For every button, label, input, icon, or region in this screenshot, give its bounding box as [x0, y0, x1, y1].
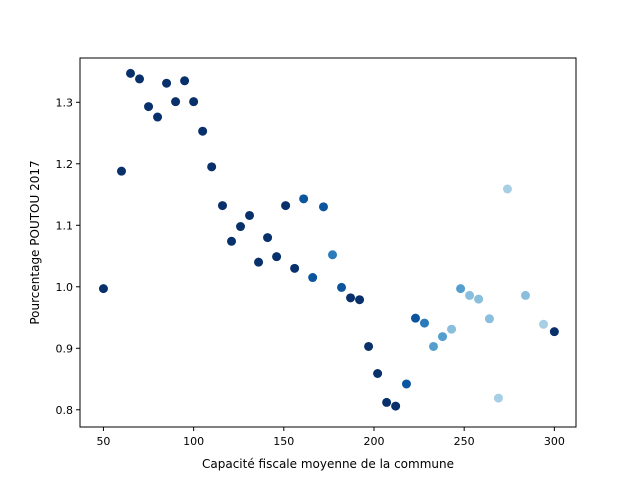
scatter-point [493, 393, 503, 403]
scatter-point [144, 102, 154, 112]
scatter-point [549, 327, 559, 337]
scatter-point [410, 313, 420, 323]
x-axis-label: Capacité fiscale moyenne de la commune [202, 457, 454, 471]
scatter-point [318, 202, 328, 212]
scatter-point [328, 250, 338, 260]
x-tick-label: 250 [454, 435, 475, 448]
scatter-point [116, 166, 126, 176]
scatter-point [254, 257, 264, 267]
points-layer [98, 68, 559, 411]
scatter-point [456, 284, 466, 294]
scatter-point [484, 314, 494, 324]
scatter-point [346, 293, 356, 303]
scatter-point [180, 76, 190, 86]
scatter-point [474, 294, 484, 304]
y-tick-label: 1.2 [56, 158, 74, 171]
scatter-point [281, 201, 291, 211]
scatter-point [465, 290, 475, 300]
scatter-point [290, 263, 300, 273]
scatter-point [364, 341, 374, 351]
scatter-point [189, 97, 199, 107]
scatter-point [382, 397, 392, 407]
y-tick-label: 0.9 [56, 342, 74, 355]
plot-area [80, 58, 576, 427]
x-tick-label: 300 [544, 435, 565, 448]
y-axis-ticks: 0.8 0.9 1.0 1.1 1.2 1.3 [56, 96, 80, 417]
scatter-point [135, 74, 145, 84]
scatter-point [337, 282, 347, 292]
scatter-point [171, 97, 181, 107]
scatter-point [299, 194, 309, 204]
scatter-point [502, 184, 512, 194]
scatter-point [227, 236, 237, 246]
scatter-point [539, 319, 549, 329]
x-tick-label: 100 [183, 435, 204, 448]
y-tick-label: 1.3 [56, 96, 74, 109]
scatter-point [429, 341, 439, 351]
scatter-point [373, 369, 383, 378]
scatter-point [401, 379, 411, 389]
scatter-point [236, 222, 246, 232]
scatter-point [162, 78, 172, 88]
scatter-point [153, 112, 163, 122]
scatter-point [245, 210, 255, 220]
scatter-point [447, 324, 457, 334]
x-tick-label: 50 [96, 435, 110, 448]
scatter-point [308, 273, 318, 283]
scatter-point [521, 290, 530, 300]
y-axis-label: Pourcentage POUTOU 2017 [28, 160, 42, 324]
scatter-point [198, 126, 208, 136]
scatter-point [419, 318, 429, 328]
scatter-point [272, 252, 282, 262]
x-tick-label: 200 [363, 435, 384, 448]
scatter-point [263, 233, 273, 243]
x-tick-label: 150 [273, 435, 294, 448]
x-axis-ticks: 50 100 150 200 250 300 [96, 427, 565, 448]
scatter-point [355, 295, 365, 305]
y-tick-label: 0.8 [56, 404, 74, 417]
scatter-point [217, 201, 227, 211]
y-tick-label: 1.0 [56, 281, 74, 294]
scatter-point [98, 284, 108, 294]
scatter-point [438, 332, 448, 342]
scatter-point [391, 401, 401, 411]
scatter-point [207, 162, 217, 172]
plot-frame [79, 57, 577, 428]
y-tick-label: 1.1 [56, 219, 74, 232]
scatter-point [126, 68, 135, 78]
